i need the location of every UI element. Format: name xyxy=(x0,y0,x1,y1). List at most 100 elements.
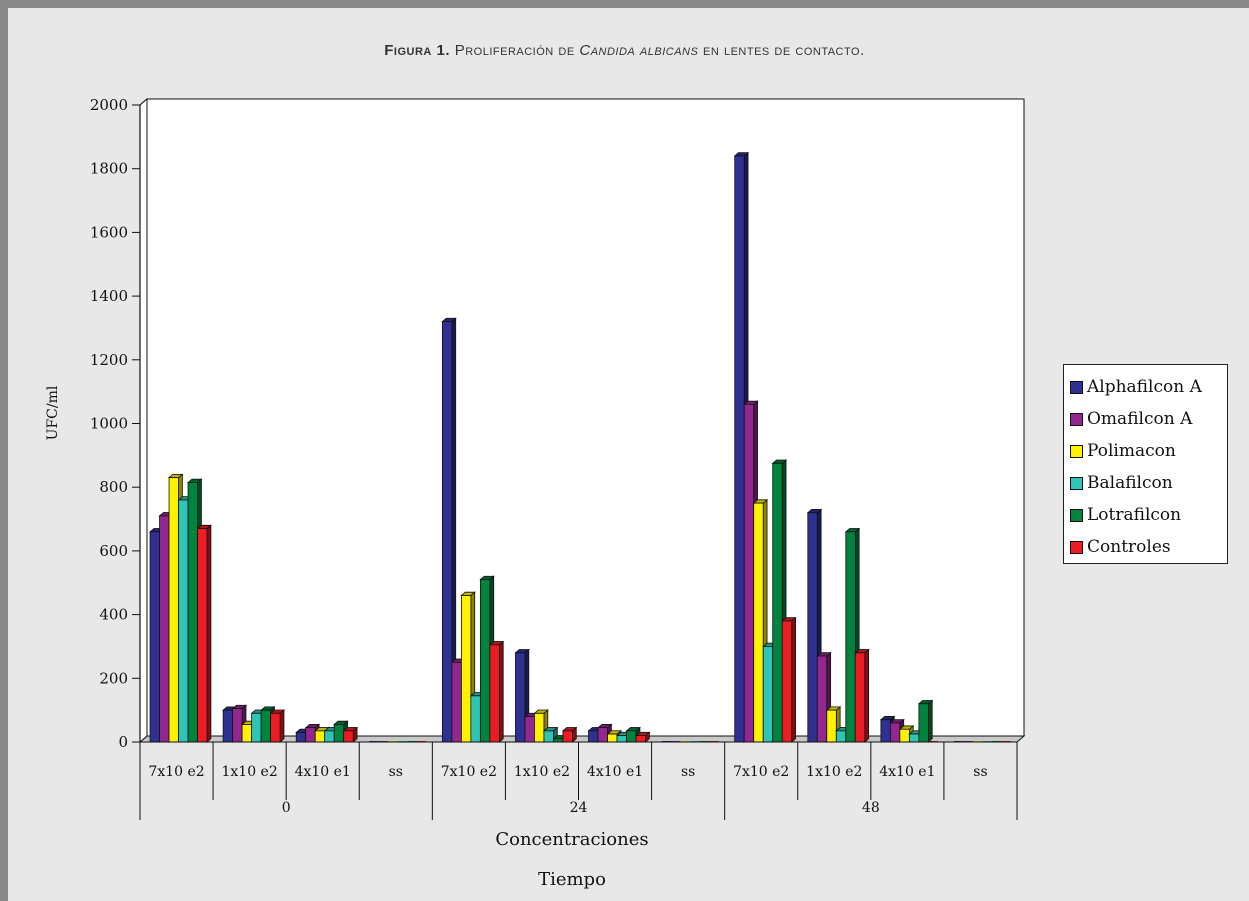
bar xyxy=(515,652,526,743)
bar xyxy=(734,155,745,743)
bar xyxy=(772,462,783,743)
bar xyxy=(460,595,472,743)
x-tick-label: 7x10 e2 xyxy=(441,764,497,780)
bar xyxy=(314,730,326,743)
legend: Alphafilcon A Omafilcon A Polimacon Balafil… xyxy=(1063,364,1228,564)
x-axis-label-tiempo: Tiempo xyxy=(538,869,606,890)
bars xyxy=(148,151,1011,743)
bar-side xyxy=(927,699,933,743)
legend-swatch xyxy=(1070,412,1083,426)
title-main: Proliferación de xyxy=(454,42,575,59)
y-tick-label: 200 xyxy=(99,669,128,687)
bar xyxy=(826,709,837,743)
bar xyxy=(616,735,627,743)
y-tick-label: 400 xyxy=(99,606,128,624)
bar-side xyxy=(498,640,504,743)
legend-item: Alphafilcon A xyxy=(1070,373,1202,401)
bar xyxy=(543,730,554,743)
y-tick-label: 800 xyxy=(99,478,128,496)
y-tick-label: 1000 xyxy=(90,415,128,433)
x-axis: 7x10 e2 1x10 e2 4x10 e1 ss 7x10 e2 1x10 e2 4x1… xyxy=(139,741,1018,820)
y-tick-label: 0 xyxy=(118,733,128,751)
bar xyxy=(197,528,208,743)
legend-swatch xyxy=(1070,508,1083,522)
legend-label: Balafilcon xyxy=(1087,473,1173,493)
legend-label: Omafilcon A xyxy=(1087,409,1193,429)
bar-side xyxy=(279,709,285,743)
bar xyxy=(470,695,481,743)
bar xyxy=(168,477,179,743)
x-tick-label: 4x10 e1 xyxy=(295,764,351,780)
x-tick-label: 4x10 e1 xyxy=(879,764,935,780)
bar xyxy=(534,712,545,743)
legend-item: Polimacon xyxy=(1070,437,1176,465)
chart-title: Figura 1. Proliferación de Candida albic… xyxy=(0,42,1249,59)
title-species: Candida albicans xyxy=(579,42,699,59)
bar xyxy=(807,512,818,743)
bar xyxy=(588,730,599,743)
legend-label: Polimacon xyxy=(1087,441,1176,461)
bar xyxy=(441,321,453,743)
x-group-label: 0 xyxy=(282,800,291,816)
side-wall xyxy=(139,97,148,744)
legend-item: Controles xyxy=(1070,533,1171,561)
figure-number: Figura 1. xyxy=(384,42,451,59)
bar xyxy=(178,499,189,743)
legend-label: Controles xyxy=(1087,537,1171,557)
y-tick-label: 1400 xyxy=(90,287,128,305)
x-group-label: 24 xyxy=(570,800,588,816)
legend-label: Alphafilcon A xyxy=(1087,377,1202,397)
bar xyxy=(260,709,272,743)
bar xyxy=(626,730,637,743)
bar xyxy=(333,724,345,743)
x-tick-label: 1x10 e2 xyxy=(806,764,862,780)
x-tick-label: 4x10 e1 xyxy=(587,764,643,780)
x-tick-label: 1x10 e2 xyxy=(514,764,570,780)
bar xyxy=(222,709,234,743)
bar-side xyxy=(864,648,870,743)
bar xyxy=(241,724,253,743)
bar-side xyxy=(206,524,212,743)
legend-item: Omafilcon A xyxy=(1070,405,1192,433)
x-tick-label: 1x10 e2 xyxy=(221,764,277,780)
x-tick-label: ss xyxy=(389,764,403,780)
bar xyxy=(899,728,910,743)
bar xyxy=(489,644,500,743)
bar xyxy=(149,531,160,743)
bar xyxy=(889,722,901,743)
back-wall xyxy=(146,98,1025,737)
legend-item: Balafilcon xyxy=(1070,469,1173,497)
bar xyxy=(607,733,618,743)
bar xyxy=(270,712,281,743)
legend-swatch xyxy=(1070,540,1083,554)
y-axis: 0 200 400 600 800 1000 1200 1400 1600 1800 2000 xyxy=(90,96,141,751)
legend-label: Lotrafilcon xyxy=(1087,505,1182,525)
bar-side xyxy=(791,616,796,743)
bar xyxy=(324,730,335,743)
y-tick-label: 1800 xyxy=(90,160,128,178)
bar xyxy=(562,730,573,743)
bar xyxy=(781,620,793,743)
x-group-label: 48 xyxy=(862,800,880,816)
bar xyxy=(524,716,535,743)
bar xyxy=(762,646,774,743)
x-tick-label: 7x10 e2 xyxy=(733,764,789,780)
bar xyxy=(635,735,646,743)
bar xyxy=(816,655,828,743)
y-tick-label: 1200 xyxy=(90,351,128,369)
x-tick-label: 7x10 e2 xyxy=(148,764,204,780)
bar xyxy=(187,482,198,743)
bar xyxy=(854,652,866,743)
bar xyxy=(835,730,847,743)
y-tick-label: 2000 xyxy=(90,96,128,114)
bar xyxy=(251,712,262,743)
y-axis-label: UFC/ml xyxy=(45,385,61,440)
bar xyxy=(918,703,929,743)
x-tick-label: ss xyxy=(681,764,695,780)
bar xyxy=(343,730,354,743)
bar xyxy=(908,733,920,743)
bar xyxy=(597,727,608,743)
bar xyxy=(845,531,856,743)
title-suffix: en lentes de contacto. xyxy=(703,42,865,59)
